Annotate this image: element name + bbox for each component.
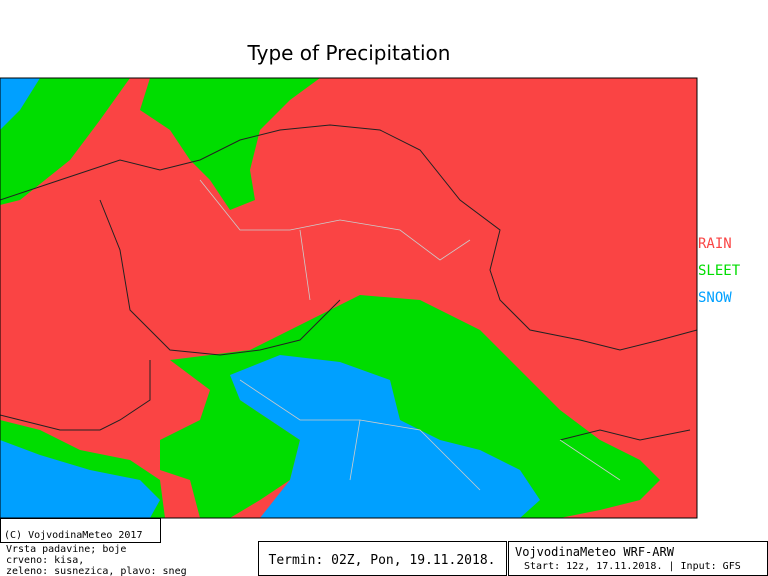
termin: Termin: 02Z, Pon, 19.11.2018. xyxy=(269,553,496,568)
legend-label: SLEET xyxy=(698,263,741,279)
copyright: (C) VojvodinaMeteo 2017 xyxy=(4,530,142,541)
model: VojvodinaMeteo WRF-ARW xyxy=(515,545,675,559)
description-line: zeleno: susnezica, plavo: sneg xyxy=(6,566,187,576)
description-line: Vrsta padavine; boje xyxy=(6,544,126,555)
start-info: Start: 12z, 17.11.2018. | Input: GFS xyxy=(524,561,741,572)
title: Type of Precipitation xyxy=(247,41,451,65)
legend-label: SNOW xyxy=(698,290,732,306)
map xyxy=(0,77,698,519)
legend-label: RAIN xyxy=(698,236,732,252)
description-line: crveno: kisa, xyxy=(6,555,84,566)
legend: RAIN SLEET SNOW xyxy=(698,236,741,306)
